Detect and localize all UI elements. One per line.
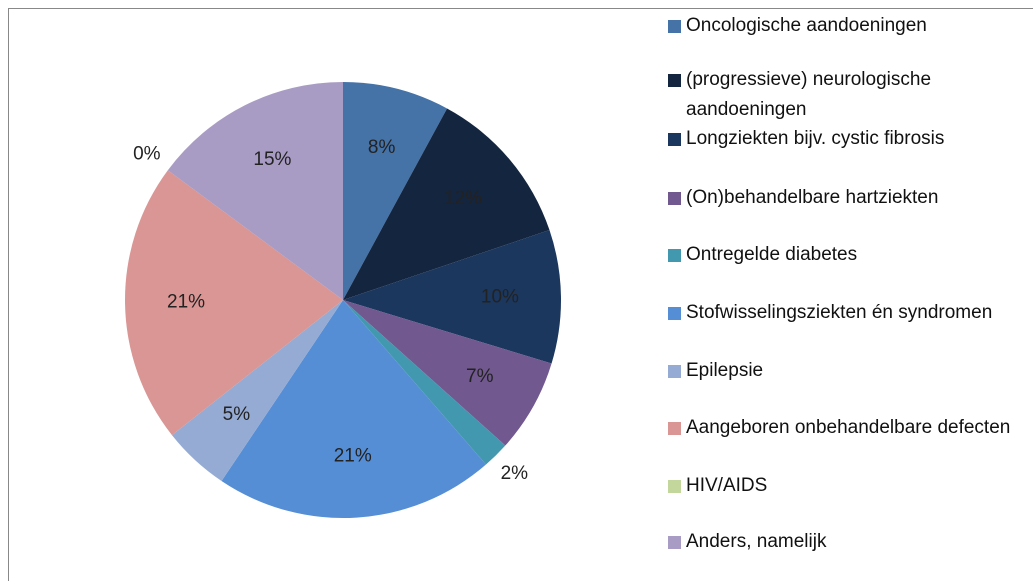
legend-label: Ontregelde diabetes — [686, 244, 858, 265]
legend-label: Anders, namelijk — [686, 531, 827, 552]
legend-swatch — [668, 536, 681, 549]
pie-slice — [343, 108, 550, 300]
legend-swatch — [668, 74, 681, 87]
pie-slice — [171, 300, 343, 482]
legend-label: HIV/AIDS — [686, 475, 768, 496]
data-label: 8% — [368, 137, 396, 158]
pie-slice — [343, 300, 552, 446]
legend-item: HIV/AIDS — [668, 471, 1018, 501]
legend-item: Ontregelde diabetes — [668, 240, 1018, 270]
legend-swatch — [668, 480, 681, 493]
legend-label: Stofwisselingsziekten én syndromen — [686, 302, 993, 323]
legend-swatch — [668, 422, 681, 435]
data-label: 10% — [481, 287, 519, 308]
legend-label: Aangeboren onbehandelbare defecten — [686, 417, 1011, 438]
legend-swatch — [668, 249, 681, 262]
legend-label: Oncologische aandoeningen — [686, 15, 927, 36]
legend-label: Epilepsie — [686, 360, 764, 381]
legend-label: (On)behandelbare hartziekten — [686, 187, 939, 208]
pie-slice — [221, 300, 486, 518]
data-label: 2% — [501, 463, 529, 484]
legend-item: Epilepsie — [668, 356, 1018, 386]
pie-slice — [167, 82, 343, 300]
legend-item: Stofwisselingsziekten én syndromen — [668, 298, 1018, 328]
pie-slice — [343, 230, 561, 364]
legend-swatch — [668, 365, 681, 378]
legend-item: (progressieve) neurologische aandoeninge… — [668, 65, 1018, 125]
legend-item: (On)behandelbare hartziekten — [668, 183, 1018, 213]
data-label: 21% — [167, 291, 205, 312]
data-label: 7% — [466, 366, 494, 387]
pie-slice — [125, 170, 343, 436]
frame — [8, 8, 1033, 581]
legend-item: Oncologische aandoeningen — [668, 11, 1018, 41]
legend-swatch — [668, 307, 681, 320]
legend-label: Longziekten bijv. cystic fibrosis — [686, 128, 945, 149]
data-label: 0% — [133, 144, 161, 165]
legend-swatch — [668, 192, 681, 205]
data-label: 12% — [444, 188, 482, 209]
data-label: 15% — [253, 149, 291, 170]
legend-swatch — [668, 133, 681, 146]
data-label: 21% — [334, 446, 372, 467]
pie-slice — [343, 82, 448, 300]
legend-swatch — [668, 20, 681, 33]
legend-label: (progressieve) neurologische aandoeninge… — [686, 69, 932, 120]
legend-item: Anders, namelijk — [668, 527, 1018, 557]
pie-slice — [343, 300, 506, 465]
legend-item: Longziekten bijv. cystic fibrosis — [668, 124, 1018, 154]
data-label: 5% — [223, 404, 251, 425]
legend-item: Aangeboren onbehandelbare defecten — [668, 413, 1018, 443]
